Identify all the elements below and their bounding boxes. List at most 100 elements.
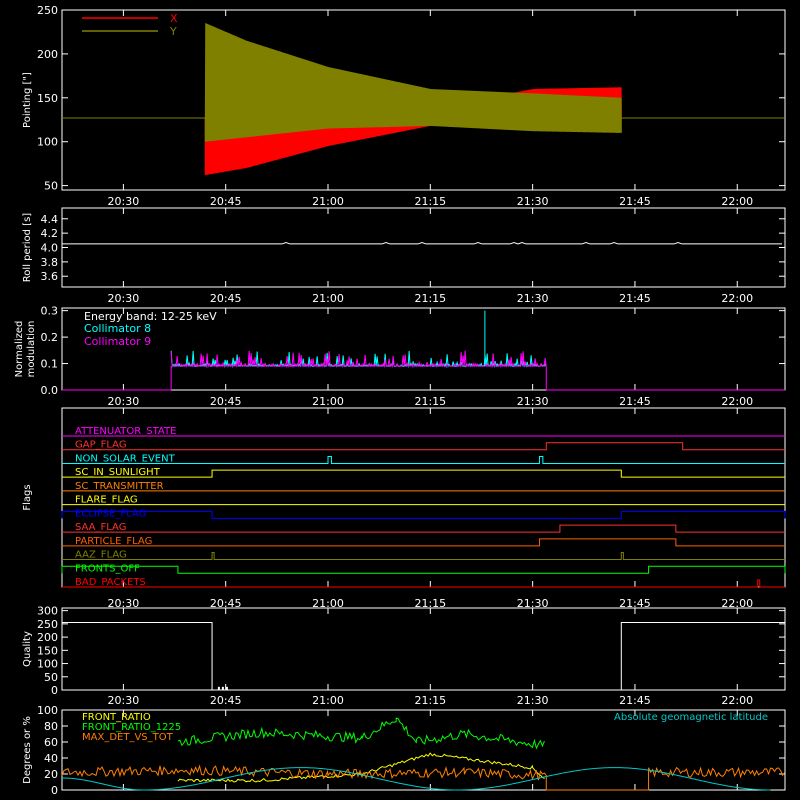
- series-collimator-8: [170, 350, 547, 369]
- y-tick-label: 0: [51, 684, 58, 697]
- flag-label-flare_flag: FLARE_FLAG: [75, 495, 138, 506]
- y-axis-label: Pointing ["]: [22, 72, 33, 128]
- y-tick-label: 0.3: [41, 305, 59, 318]
- flag-line-aaz_flag: [62, 552, 785, 561]
- y-tick-label: 300: [37, 605, 58, 618]
- panel-frame: [61, 207, 786, 288]
- x-tick-label: 22:00: [721, 597, 753, 610]
- panel-frame: [61, 709, 786, 791]
- x-tick-label: 22:00: [721, 292, 753, 305]
- flag-line-gap_flag: [62, 442, 785, 451]
- flag-label-aaz_flag: AAZ_FLAG: [75, 550, 127, 561]
- legend-label-collimator-8: Collimator 8: [84, 322, 151, 335]
- roll-period-line: [62, 241, 782, 245]
- flag-line-sc_in_sunlight: [62, 469, 785, 478]
- x-tick-label: 20:45: [210, 395, 242, 408]
- flag-line-non_solar_event: [62, 455, 785, 464]
- flag-label-sc_transmitter: SC_TRANSMITTER: [75, 481, 164, 492]
- y-tick-label: 40: [44, 752, 58, 765]
- y-tick-label: 0.2: [41, 331, 59, 344]
- y-tick-label: 4.2: [41, 227, 59, 240]
- quality-line: [62, 622, 785, 691]
- y-tick-label: 4.4: [41, 213, 59, 226]
- x-tick-label: 21:00: [312, 597, 344, 610]
- y-tick-label: 150: [37, 644, 58, 657]
- panel-frame: [61, 607, 786, 691]
- y-tick-label: 50: [44, 671, 58, 684]
- flag-label-saa_flag: SAA_FLAG: [75, 522, 126, 533]
- x-tick-label: 21:30: [517, 694, 549, 707]
- legend-label-max-det-vs-tot: MAX_DET_VS_TOT: [82, 732, 174, 743]
- flag-label-eclipse_flag: ECLIPSE_FLAG: [75, 508, 146, 519]
- x-tick-label: 21:30: [517, 292, 549, 305]
- y-tick-label: 50: [44, 180, 58, 193]
- y-tick-label: 20: [44, 768, 58, 781]
- legend-label-x: X: [170, 12, 178, 25]
- x-tick-label: 20:30: [108, 694, 140, 707]
- panel-roll: 20:30 20:45 21:00 21:15 21:30 21:45 22:00 Roll …: [22, 207, 786, 305]
- y-axis-label: Flags: [22, 484, 33, 510]
- x-tick-label: 20:45: [210, 597, 242, 610]
- flag-label-fronts_off: FRONTS_OFF: [75, 563, 140, 574]
- x-tick-label: 21:15: [414, 694, 446, 707]
- x-tick-label: 21:15: [414, 292, 446, 305]
- y-tick-label: 100: [37, 136, 58, 149]
- series-collimator-9: [170, 350, 547, 369]
- y-axis-label: Degrees or %: [22, 716, 33, 784]
- x-tick-label: 20:30: [108, 597, 140, 610]
- x-tick-label: 21:45: [619, 195, 651, 208]
- x-tick-label: 20:45: [210, 292, 242, 305]
- x-tick-label: 20:30: [108, 195, 140, 208]
- panel-flags: 20:30 20:45 21:00 21:15 21:30 21:45 22:00 Flags…: [22, 407, 786, 610]
- flag-label-attenuator_state: ATTENUATOR_STATE: [75, 426, 176, 437]
- y-tick-label: 250: [37, 4, 58, 17]
- x-tick-label: 21:00: [312, 395, 344, 408]
- x-tick-label: 20:30: [108, 292, 140, 305]
- y-axis-label: Quality: [22, 631, 33, 667]
- x-tick-label: 21:45: [619, 597, 651, 610]
- x-tick-label: 22:00: [721, 195, 753, 208]
- panel-modulation: 20:30 20:45 21:00 21:15 21:30 21:45 22:00 Norma…: [14, 305, 786, 408]
- x-tick-label: 21:30: [517, 395, 549, 408]
- y-tick-label: 200: [37, 48, 58, 61]
- flag-line-fronts_off: [61, 565, 786, 574]
- y-axis-label: Normalized: [14, 321, 25, 378]
- x-tick-label: 21:30: [517, 195, 549, 208]
- flag-label-non_solar_event: NON_SOLAR_EVENT: [75, 453, 176, 464]
- panel-ratios: Degrees or % 0 20 40 60 80 100 FRONT_RATIOFRONT…: [22, 704, 786, 797]
- x-tick-label: 21:15: [414, 597, 446, 610]
- flag-line-particle_flag: [62, 538, 785, 547]
- y-tick-label: 3.6: [41, 270, 59, 283]
- flag-line-saa_flag: [62, 524, 785, 533]
- flag-line-bad_packets: [62, 579, 785, 588]
- y-tick-label: 200: [37, 631, 58, 644]
- panel-frame: [61, 9, 786, 191]
- x-tick-label: 21:00: [312, 292, 344, 305]
- x-tick-label: 21:30: [517, 597, 549, 610]
- flag-label-gap_flag: GAP_FLAG: [75, 440, 127, 451]
- x-tick-label: 20:45: [210, 694, 242, 707]
- y-tick-label: 60: [44, 736, 58, 749]
- x-tick-label: 21:00: [312, 694, 344, 707]
- legend-label-geomag-latitude: Absolute geomagnetic latitude: [614, 712, 768, 723]
- x-tick-label: 22:00: [721, 694, 753, 707]
- x-tick-label: 21:00: [312, 195, 344, 208]
- series-absolute-geomagnetic-latitude: [61, 767, 771, 791]
- x-tick-label: 21:45: [619, 694, 651, 707]
- x-tick-label: 20:45: [210, 195, 242, 208]
- y-tick-label: 4.0: [41, 242, 59, 255]
- y-tick-label: 100: [37, 658, 58, 671]
- panel-quality: 20:30 20:45 21:00 21:15 21:30 21:45 22:00 Quali…: [22, 605, 786, 707]
- series-front_ratio: [177, 752, 545, 783]
- flag-line-eclipse_flag: [61, 510, 786, 519]
- legend-label-front-ratio-1225: FRONT_RATIO_1225: [82, 722, 181, 733]
- panel-frame: [61, 307, 786, 391]
- x-tick-label: 21:15: [414, 395, 446, 408]
- y-tick-label: 0.0: [41, 384, 59, 397]
- legend-label-collimator-9: Collimator 9: [84, 335, 151, 348]
- y-tick-label: 250: [37, 618, 58, 631]
- series-max_det_vs_tot: [61, 764, 785, 791]
- y-tick-label: 3.8: [41, 256, 59, 269]
- y-tick-label: 0.1: [41, 358, 59, 371]
